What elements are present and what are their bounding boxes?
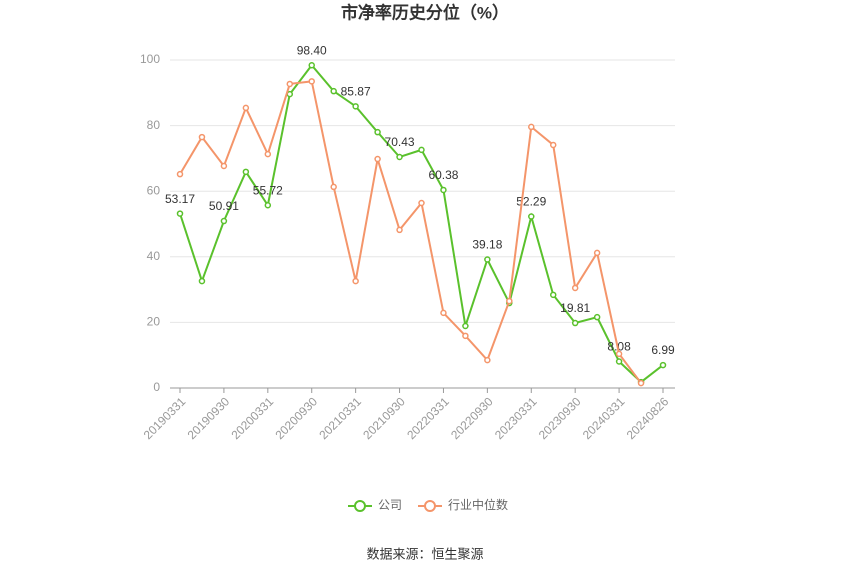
data-label: 53.17 <box>165 192 195 206</box>
point <box>484 256 491 263</box>
point <box>549 141 557 149</box>
point <box>615 358 623 365</box>
data-label: 50.91 <box>209 199 239 213</box>
point <box>637 379 645 387</box>
chart-title: 市净率历史分位（%） <box>341 2 509 22</box>
point <box>198 277 206 285</box>
point <box>418 199 425 207</box>
point <box>286 80 294 88</box>
point <box>330 87 337 95</box>
point <box>462 332 469 340</box>
y-tick-label: 80 <box>147 118 161 132</box>
x-tick-label: 20240826 <box>624 394 672 442</box>
data-label: 55.72 <box>253 183 283 197</box>
point <box>506 297 513 305</box>
point <box>374 155 381 163</box>
y-tick-label: 100 <box>140 52 160 66</box>
x-tick-label: 20240331 <box>580 394 628 442</box>
point <box>396 226 403 234</box>
point <box>220 162 228 170</box>
data-label: 60.38 <box>428 168 458 182</box>
point <box>571 284 579 292</box>
data-label: 98.40 <box>297 43 327 57</box>
point <box>264 201 272 209</box>
x-tick-label: 20200331 <box>229 394 277 442</box>
point <box>352 103 359 110</box>
x-tick-label: 20210930 <box>360 394 408 442</box>
data-label: 52.29 <box>516 195 546 209</box>
series-line <box>179 80 642 384</box>
point <box>396 153 403 161</box>
y-tick-label: 40 <box>147 249 161 263</box>
x-tick-label: 20190331 <box>141 394 189 442</box>
x-tick-label: 20190930 <box>185 394 233 442</box>
x-tick-label: 20220331 <box>404 394 452 442</box>
point <box>374 128 381 136</box>
y-tick-label: 0 <box>153 380 160 394</box>
point <box>264 150 272 158</box>
point <box>198 133 206 141</box>
data-label: 39.18 <box>472 238 502 252</box>
point <box>440 186 447 194</box>
point <box>549 291 557 299</box>
x-tick-label: 20200930 <box>272 394 320 442</box>
point <box>418 146 425 154</box>
point <box>593 249 601 257</box>
point <box>528 213 535 220</box>
legend-label: 公司 <box>378 498 402 512</box>
point <box>176 170 184 178</box>
data-label: 70.43 <box>385 135 415 149</box>
data-label: 8.08 <box>607 340 631 354</box>
point <box>462 322 469 330</box>
source: 数据来源：恒生聚源 <box>366 546 483 561</box>
y-tick-label: 60 <box>147 183 161 197</box>
legend-marker <box>354 500 366 512</box>
point <box>242 168 250 176</box>
point <box>308 61 315 69</box>
data-label: 6.99 <box>651 343 675 357</box>
x-tick-label: 20210331 <box>316 394 364 442</box>
point <box>593 313 601 321</box>
point <box>615 350 623 358</box>
x-tick-label: 20230331 <box>492 394 540 442</box>
point <box>220 217 228 225</box>
y-tick-label: 20 <box>147 315 161 329</box>
point <box>659 361 667 369</box>
legend-label: 行业中位数 <box>448 497 508 512</box>
point <box>352 277 359 285</box>
point <box>571 319 579 327</box>
legend-marker <box>424 500 436 512</box>
point <box>242 104 250 112</box>
x-tick-label: 20220930 <box>448 394 496 442</box>
data-label: 85.87 <box>341 85 371 99</box>
point <box>176 210 184 217</box>
point <box>330 183 337 191</box>
x-tick-label: 20230930 <box>536 394 584 442</box>
point <box>528 123 535 131</box>
point <box>484 356 491 364</box>
point <box>440 309 447 317</box>
series-line <box>179 63 664 384</box>
data-label: 19.81 <box>560 301 590 315</box>
point <box>308 78 315 85</box>
